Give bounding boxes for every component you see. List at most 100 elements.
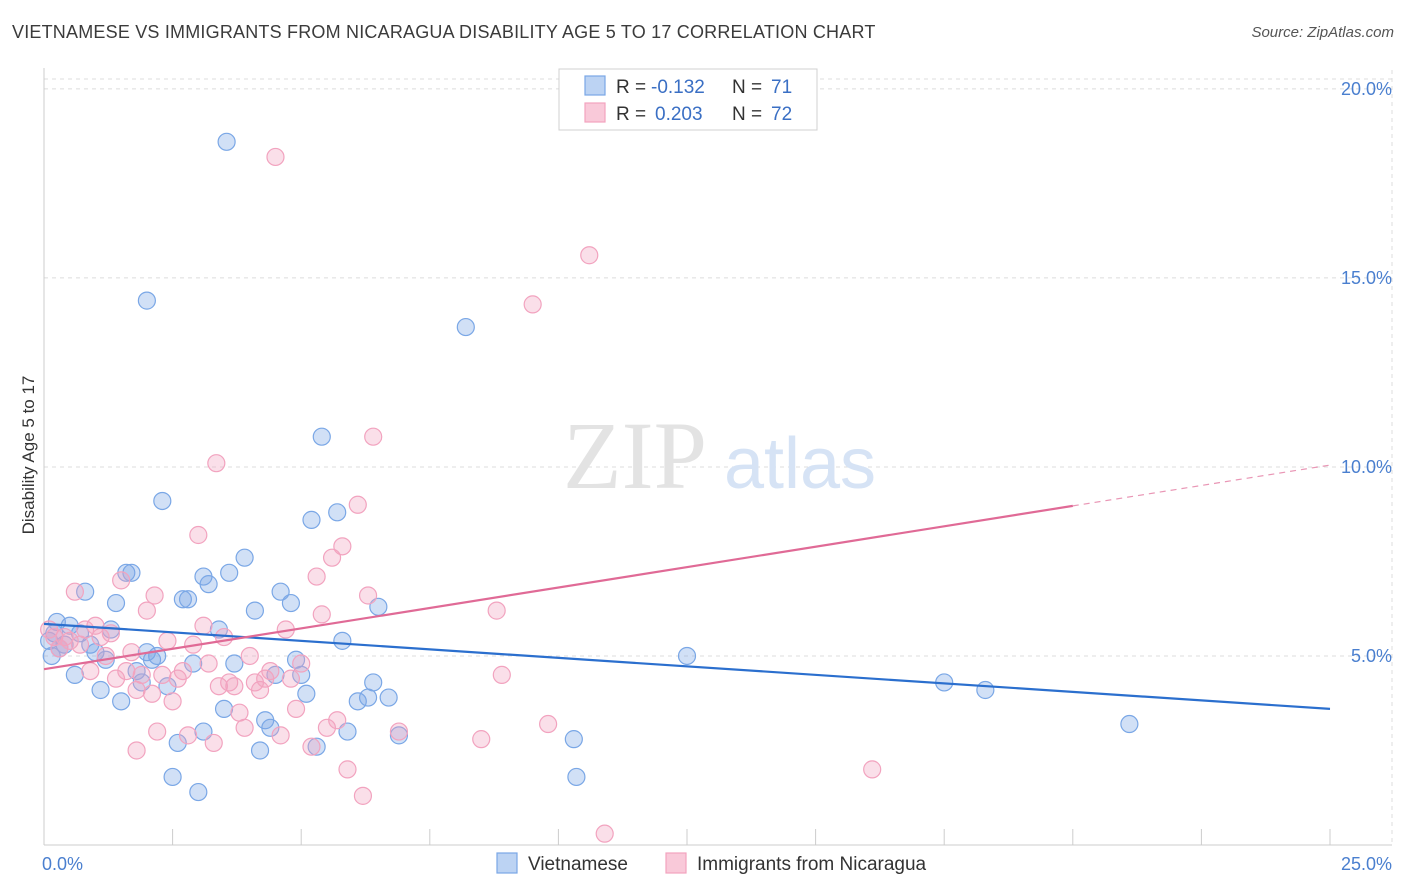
point-nicaragua-34 [204,733,223,753]
point-vietnamese-37 [220,563,239,582]
point-nicaragua-22 [145,586,164,605]
point-nicaragua-41 [235,718,254,737]
point-nicaragua-35 [207,454,226,473]
point-nicaragua-36 [209,677,228,696]
point-nicaragua-51 [286,699,306,719]
point-vietnamese-51 [307,737,326,756]
point-vietnamese-52 [312,427,331,446]
point-nicaragua-29 [178,726,198,745]
point-vietnamese-53 [328,503,347,522]
point-vietnamese-19 [137,291,156,310]
point-vietnamese-14 [112,692,131,711]
point-vietnamese-10 [91,680,110,700]
point-vietnamese-36 [217,132,236,151]
legend-swatch-vietnamese [496,852,518,874]
point-vietnamese-7 [76,582,95,601]
point-vietnamese-26 [168,733,187,753]
point-vietnamese-49 [297,684,316,703]
point-vietnamese-27 [173,590,192,609]
point-vietnamese-28 [178,590,198,609]
point-nicaragua-17 [127,680,146,700]
point-nicaragua-20 [137,601,156,620]
y-tick-label-3: 20.0% [1341,79,1392,99]
point-nicaragua-71 [580,246,599,265]
y-tick-label-0: 5.0% [1351,646,1392,666]
point-nicaragua-26 [163,692,182,711]
tick-labels: 5.0% 10.0% 15.0% 20.0% 0.0% 25.0% [42,79,1392,874]
point-vietnamese-56 [348,692,367,711]
stats-n-label-nicaragua: N = [732,104,762,125]
y-tick-label-1: 10.0% [1341,457,1392,477]
point-vietnamese-16 [122,563,141,582]
point-vietnamese-30 [189,782,208,802]
trend-line-nicaragua [43,504,1073,671]
point-nicaragua-69 [523,295,542,314]
point-vietnamese-40 [245,601,265,620]
point-nicaragua-46 [261,661,280,681]
point-nicaragua-66 [472,730,491,749]
point-nicaragua-40 [230,703,249,722]
point-vietnamese-60 [379,688,398,707]
y-axis-title: Disability Age 5 to 17 [19,376,38,535]
watermark: ZIP atlas [563,402,876,509]
trend-line-vietnamese [43,622,1331,711]
legend-label-vietnamese: Vietnamese [528,854,628,875]
point-nicaragua-50 [281,669,301,688]
point-nicaragua-6 [70,635,90,654]
point-nicaragua-14 [112,571,131,590]
point-vietnamese-68 [1120,714,1139,734]
trend-line-extension-nicaragua [1072,464,1331,507]
point-nicaragua-21 [142,684,162,703]
point-vietnamese-50 [302,510,321,529]
point-nicaragua-11 [96,646,115,666]
point-vietnamese-57 [358,688,378,707]
stats-n-label-vietnamese: N = [732,77,762,98]
point-nicaragua-57 [322,548,342,567]
grid-lines [44,70,1393,845]
point-nicaragua-54 [307,567,326,586]
point-nicaragua-33 [199,654,218,673]
stats-box: R = -0.132 N = 71 R = 0.203 N = 72 [558,68,818,131]
trend-lines [43,464,1331,711]
point-nicaragua-31 [189,525,208,545]
point-vietnamese-62 [456,317,475,337]
point-nicaragua-59 [333,537,352,556]
point-nicaragua-60 [338,760,357,779]
point-nicaragua-58 [328,711,347,730]
point-nicaragua-42 [240,646,259,666]
point-nicaragua-13 [106,669,126,688]
point-nicaragua-32 [194,616,213,635]
stats-r-label-nicaragua: R = [616,104,646,125]
chart-source: Source: ZipAtlas.com [1251,24,1394,41]
stats-r-value-nicaragua: 0.203 [655,104,703,125]
stats-r-value-vietnamese: -0.132 [651,77,705,98]
point-vietnamese-35 [214,699,234,719]
y-tick-label-2: 15.0% [1341,268,1392,288]
point-vietnamese-39 [235,548,254,567]
point-nicaragua-1 [45,627,64,647]
point-nicaragua-52 [292,654,311,673]
point-nicaragua-55 [312,605,331,624]
legend-swatch-nicaragua [665,852,687,874]
point-nicaragua-63 [358,586,378,605]
point-nicaragua-53 [302,737,321,756]
point-nicaragua-15 [117,661,136,681]
point-nicaragua-61 [348,495,367,514]
point-nicaragua-28 [173,661,192,681]
point-nicaragua-68 [492,665,511,684]
point-vietnamese-69 [42,646,61,666]
point-vietnamese-45 [271,582,290,601]
point-vietnamese-38 [225,654,244,673]
point-vietnamese-43 [261,718,280,737]
legend: Vietnamese Immigrants from Nicaragua [496,852,927,875]
point-vietnamese-41 [250,741,270,760]
stats-swatch-nicaragua [584,102,606,123]
point-nicaragua-25 [158,631,177,650]
point-nicaragua-39 [225,677,244,696]
stats-n-value-vietnamese: 71 [771,77,792,98]
point-nicaragua-70 [539,714,558,734]
point-vietnamese-63 [564,730,583,749]
point-nicaragua-62 [353,786,373,805]
point-nicaragua-65 [389,722,409,741]
point-nicaragua-19 [132,665,151,684]
